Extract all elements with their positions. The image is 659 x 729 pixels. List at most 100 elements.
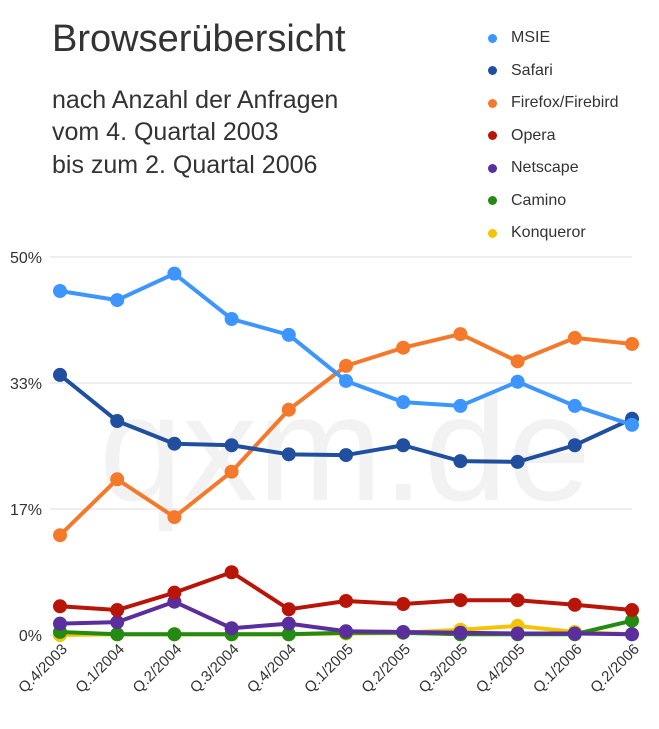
data-point-opera	[625, 603, 639, 618]
legend-label: Safari	[511, 61, 553, 79]
x-tick-label: Q.2/2006	[587, 641, 643, 697]
legend-marker-icon	[488, 98, 497, 108]
data-point-firefox-firebird	[453, 327, 468, 342]
x-tick-label: Q.4/2003	[15, 641, 71, 697]
legend-item: Camino	[488, 185, 619, 218]
data-point-safari	[396, 438, 411, 453]
data-point-firefox-firebird	[510, 354, 525, 369]
y-tick-label: 50%	[10, 250, 42, 267]
data-point-netscape	[453, 625, 468, 640]
data-point-msie	[339, 373, 353, 388]
data-point-firefox-firebird	[53, 528, 67, 543]
data-point-safari	[167, 436, 182, 451]
data-point-safari	[224, 438, 239, 453]
x-tick-label: Q.2/2004	[130, 641, 186, 697]
data-point-opera	[339, 593, 353, 608]
data-point-netscape	[510, 626, 525, 641]
x-tick-label: Q.3/2005	[416, 641, 472, 697]
data-point-camino	[625, 613, 639, 628]
watermark: qxm.de	[99, 364, 591, 532]
legend-item: Safari	[488, 55, 619, 88]
data-point-netscape	[224, 621, 239, 636]
data-point-opera	[53, 599, 67, 614]
data-point-firefox-firebird	[110, 472, 125, 487]
legend: MSIE Safari Firefox/Firebird Opera Netscape C…	[488, 22, 619, 250]
legend-item: Firefox/Firebird	[488, 87, 619, 120]
data-point-safari	[53, 367, 67, 382]
data-point-firefox-firebird	[281, 402, 296, 417]
y-tick-label: 33%	[10, 376, 42, 393]
data-point-netscape	[110, 615, 125, 630]
legend-marker-icon	[488, 196, 497, 206]
data-point-safari	[453, 454, 468, 469]
data-point-msie	[625, 417, 639, 432]
chart-title: Browserübersicht	[52, 18, 346, 60]
data-point-msie	[396, 395, 411, 410]
data-point-msie	[567, 398, 582, 413]
y-tick-label: 17%	[10, 502, 42, 519]
data-point-opera	[167, 585, 182, 600]
legend-label: MSIE	[511, 29, 551, 47]
legend-label: Konqueror	[511, 224, 586, 242]
data-point-camino	[281, 627, 296, 642]
x-tick-label: Q.3/2004	[187, 641, 243, 697]
legend-item: Netscape	[488, 152, 619, 185]
data-point-msie	[224, 311, 239, 326]
x-tick-label: Q.1/2006	[530, 641, 586, 697]
data-point-opera	[281, 602, 296, 617]
data-point-msie	[110, 293, 125, 308]
legend-marker-icon	[488, 33, 497, 43]
data-point-netscape	[567, 626, 582, 641]
legend-marker-icon	[488, 228, 497, 238]
legend-marker-icon	[488, 131, 497, 141]
x-tick-label: Q.1/2005	[301, 641, 357, 697]
legend-item: Opera	[488, 120, 619, 153]
data-point-msie	[453, 398, 468, 413]
data-point-msie	[281, 327, 296, 342]
data-point-opera	[453, 593, 468, 608]
legend-marker-icon	[488, 66, 497, 76]
subtitle-line-3: bis zum 2. Quartal 2006	[52, 151, 318, 179]
subtitle-line-1: nach Anzahl der Anfragen	[52, 86, 339, 114]
data-point-msie	[53, 284, 67, 299]
data-point-camino	[110, 627, 125, 642]
data-point-netscape	[281, 616, 296, 631]
subtitle-line-2: vom 4. Quartal 2003	[52, 118, 279, 146]
legend-label: Netscape	[511, 159, 579, 177]
data-point-firefox-firebird	[396, 340, 411, 355]
y-tick-label: 0%	[19, 628, 42, 645]
legend-label: Opera	[511, 126, 556, 144]
data-point-msie	[167, 266, 182, 281]
x-tick-label: Q.4/2005	[473, 641, 529, 697]
data-point-firefox-firebird	[625, 336, 639, 351]
data-point-safari	[110, 414, 125, 429]
x-tick-label: Q.4/2004	[244, 641, 300, 697]
data-point-netscape	[53, 616, 67, 631]
legend-label: Firefox/Firebird	[511, 94, 619, 112]
data-point-firefox-firebird	[167, 510, 182, 525]
data-point-opera	[510, 593, 525, 608]
data-point-safari	[281, 447, 296, 462]
x-tick-label: Q.2/2005	[358, 641, 414, 697]
legend-item: Konqueror	[488, 217, 619, 250]
data-point-opera	[224, 565, 239, 580]
data-point-opera	[396, 597, 411, 612]
data-point-firefox-firebird	[339, 358, 353, 373]
legend-marker-icon	[488, 163, 497, 173]
data-point-netscape	[339, 624, 353, 639]
data-point-safari	[567, 438, 582, 453]
legend-label: Camino	[511, 191, 567, 209]
data-point-camino	[167, 627, 182, 642]
legend-item: MSIE	[488, 22, 619, 55]
data-point-opera	[567, 597, 582, 612]
data-point-msie	[510, 374, 525, 389]
data-point-netscape	[625, 627, 639, 642]
data-point-opera	[110, 603, 125, 618]
data-point-netscape	[396, 624, 411, 639]
data-point-safari	[339, 448, 353, 463]
data-point-firefox-firebird	[224, 464, 239, 479]
x-tick-label: Q.1/2004	[72, 641, 128, 697]
data-point-firefox-firebird	[567, 330, 582, 345]
